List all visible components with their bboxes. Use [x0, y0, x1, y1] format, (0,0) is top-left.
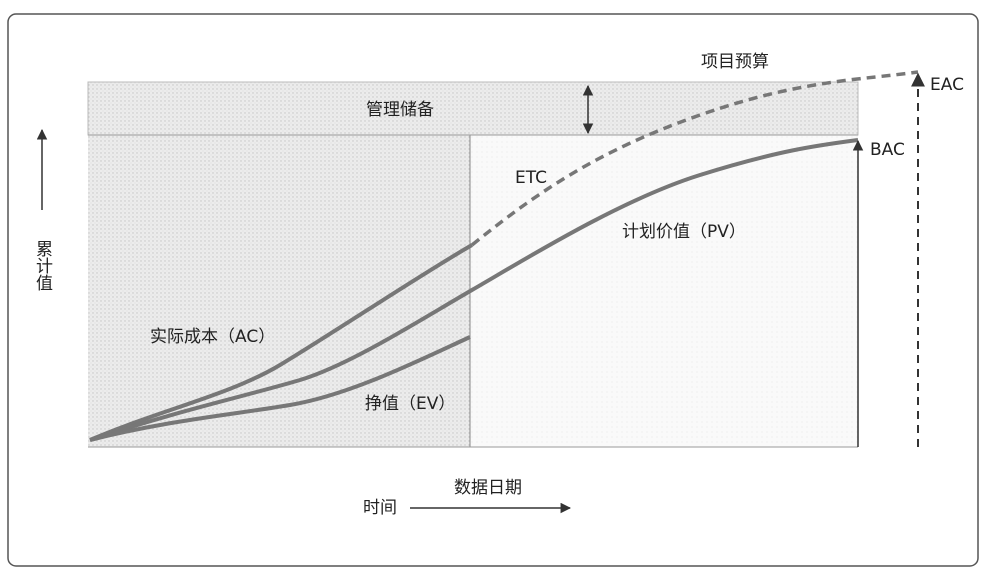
etc-curve	[470, 70, 919, 247]
frame	[7, 13, 979, 567]
pv-label: 计划价值（PV）	[622, 222, 746, 242]
y-axis-label: 累计值	[32, 240, 53, 291]
past-area	[88, 135, 470, 447]
ev-label: 挣值（EV）	[365, 394, 455, 414]
budget-label: 项目预算	[701, 52, 769, 72]
ac-label: 实际成本（AC）	[150, 327, 275, 347]
bac-label: BAC	[870, 140, 905, 160]
pv-curve	[89, 138, 859, 442]
x-axis-label: 时间	[363, 498, 397, 518]
etc-label: ETC	[515, 168, 547, 188]
ac-curve	[89, 243, 473, 442]
eac-label: EAC	[930, 75, 964, 95]
ev-curve	[89, 335, 471, 442]
reserve-band	[87, 81, 859, 136]
reserve-label: 管理储备	[366, 100, 434, 120]
data-date-label: 数据日期	[454, 478, 522, 498]
